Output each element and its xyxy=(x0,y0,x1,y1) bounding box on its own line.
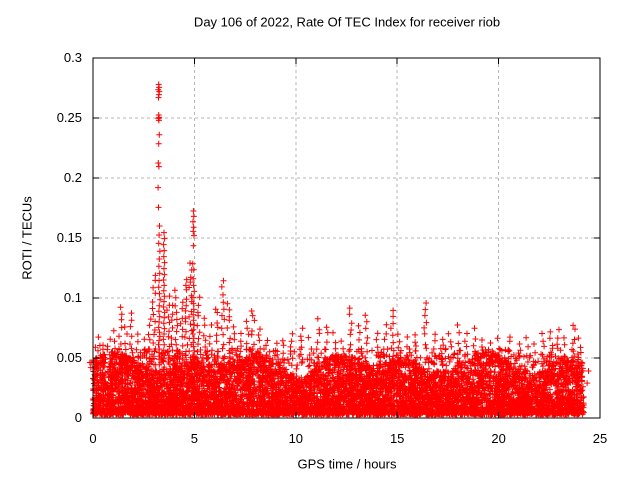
x-tick-label: 5 xyxy=(191,431,198,446)
x-tick-label: 10 xyxy=(289,431,303,446)
x-tick-label: 0 xyxy=(89,431,96,446)
scatter-points xyxy=(86,81,592,418)
y-tick-label: 0.25 xyxy=(57,110,82,125)
y-axis-label: ROTI / TECUs xyxy=(19,196,35,280)
y-tick-label: 0.1 xyxy=(64,290,82,305)
x-tick-label: 20 xyxy=(491,431,505,446)
y-tick-label: 0.05 xyxy=(57,350,82,365)
x-tick-label: 25 xyxy=(593,431,607,446)
chart-title: Day 106 of 2022, Rate Of TEC Index for r… xyxy=(193,14,501,30)
y-tick-label: 0.3 xyxy=(64,50,82,65)
y-tick-label: 0 xyxy=(75,410,82,425)
x-tick-label: 15 xyxy=(390,431,404,446)
x-axis-label: GPS time / hours xyxy=(297,456,397,472)
y-tick-label: 0.2 xyxy=(64,170,82,185)
y-tick-label: 0.15 xyxy=(57,230,82,245)
